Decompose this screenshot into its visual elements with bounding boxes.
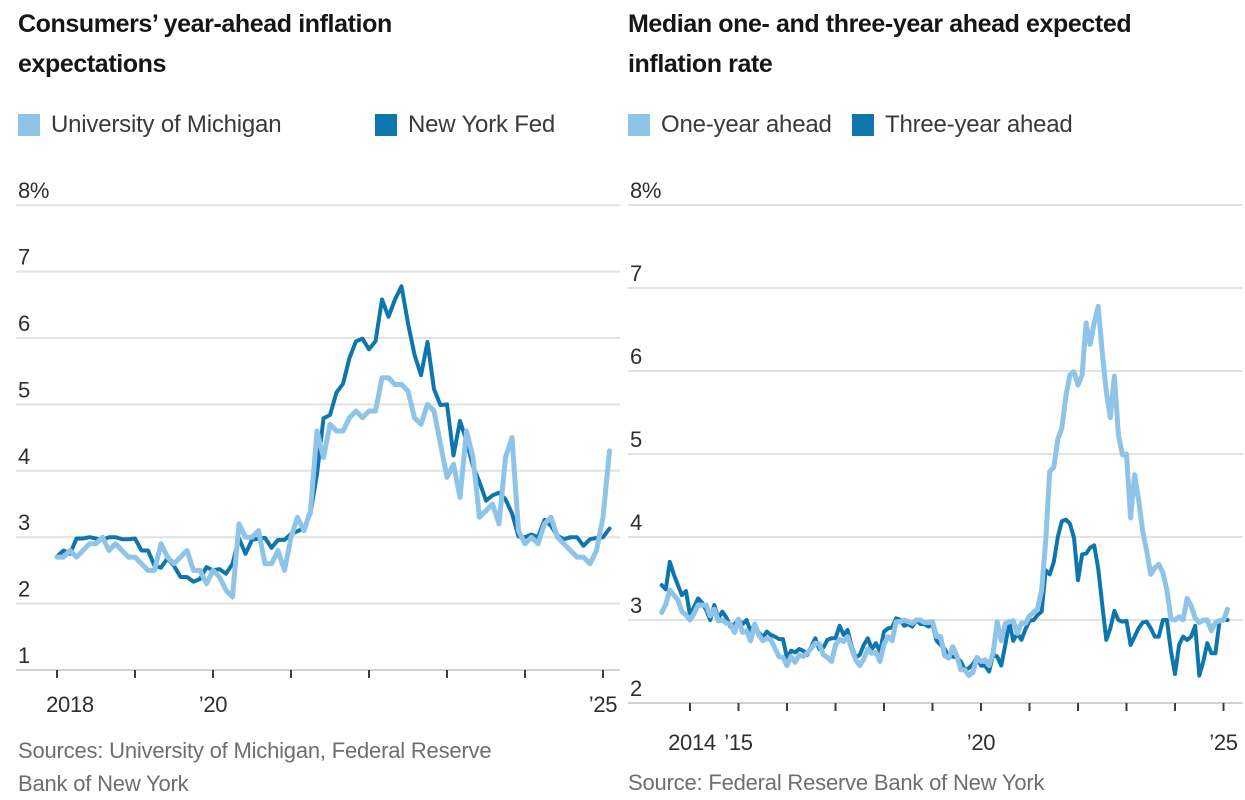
- legend-label: Three-year ahead: [885, 111, 1073, 138]
- y-axis-label: 6: [630, 344, 642, 369]
- x-axis-label: ’25: [1209, 730, 1238, 755]
- x-axis-label: 2014: [668, 730, 716, 755]
- y-axis-label: 7: [18, 245, 30, 270]
- left-source-line2: Bank of New York: [18, 771, 189, 796]
- legend-label: New York Fed: [408, 111, 556, 138]
- y-axis-label: 3: [18, 510, 30, 535]
- university-of-michigan-line: [54, 375, 612, 600]
- y-axis-label: 4: [630, 510, 642, 535]
- legend-label: One-year ahead: [661, 111, 832, 138]
- right-chart-title-line1: Median one- and three-year ahead expecte…: [628, 10, 1132, 38]
- x-axis-label: ’20: [967, 730, 996, 755]
- one-year-ahead-line: [659, 303, 1231, 679]
- left-chart-title-line2: expectations: [18, 50, 167, 78]
- right-source-note: Source: Federal Reserve Bank of New York: [628, 766, 1045, 799]
- legend-label: University of Michigan: [51, 111, 282, 138]
- y-axis-label: 7: [630, 261, 642, 286]
- y-axis-label: 1: [18, 643, 30, 668]
- legend-swatch-dark-blue: [852, 114, 874, 136]
- y-axis-label: 5: [630, 427, 642, 452]
- y-axis-label: 4: [18, 444, 30, 469]
- legend-swatch-light-blue: [18, 114, 40, 136]
- y-axis-label: 8%: [18, 178, 49, 203]
- x-axis-label: ’15: [724, 730, 753, 755]
- legend-item-one-year-ahead: One-year ahead: [628, 111, 832, 138]
- x-axis-label: 2018: [46, 692, 94, 717]
- y-axis-label: 6: [18, 311, 30, 336]
- legend-item-new-york-fed: New York Fed: [375, 111, 556, 138]
- legend-swatch-light-blue: [628, 114, 650, 136]
- left-chart-title-line1: Consumers’ year-ahead inflation: [18, 10, 392, 38]
- left-source-note: Sources: University of Michigan, Federal…: [18, 734, 492, 800]
- right-source-line1: Source: Federal Reserve Bank of New York: [628, 770, 1045, 795]
- left-source-line1: Sources: University of Michigan, Federal…: [18, 738, 492, 763]
- y-axis-label: 8%: [630, 178, 661, 203]
- right-chart-title-line2: inflation rate: [628, 50, 773, 78]
- y-axis-label: 2: [18, 577, 30, 602]
- x-axis-label: ’20: [199, 692, 228, 717]
- legend-item-three-year-ahead: Three-year ahead: [852, 111, 1073, 138]
- y-axis-label: 2: [630, 676, 642, 701]
- y-axis-label: 3: [630, 593, 642, 618]
- legend-item-university-of-michigan: University of Michigan: [18, 111, 282, 138]
- left-chart-title: Consumers’ year-ahead inflation expectat…: [18, 4, 392, 84]
- right-chart-title: Median one- and three-year ahead expecte…: [628, 4, 1132, 84]
- x-axis-label: ’25: [589, 692, 618, 717]
- y-axis-label: 5: [18, 377, 30, 402]
- legend-swatch-dark-blue: [375, 114, 397, 136]
